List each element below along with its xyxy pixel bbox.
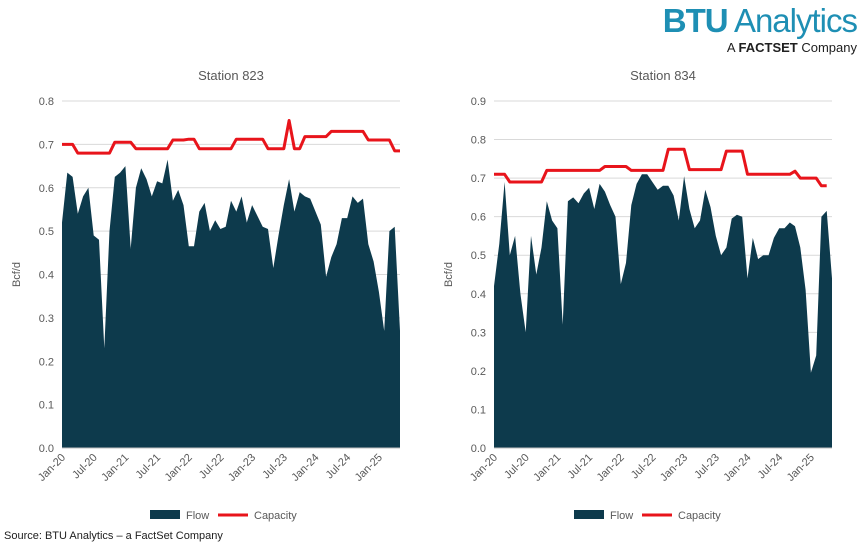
y-tick-label: 0.7 [471, 173, 486, 185]
y-axis-label: Bcf/d [11, 262, 23, 287]
y-tick-label: 0.6 [471, 212, 486, 224]
logo-sub-prefix: A [726, 40, 735, 55]
source-note: Source: BTU Analytics – a FactSet Compan… [4, 530, 223, 542]
legend-label-flow: Flow [186, 510, 209, 522]
x-tick-label: Jan-22 [595, 452, 627, 484]
x-tick-label: Jul-23 [260, 452, 290, 482]
y-tick-label: 0.5 [471, 250, 486, 262]
chart-station-823: Station 823 0.0 0.1 0.2 0.3 0.4 0.5 0.6 0.7 0.8 Bc… [11, 68, 400, 522]
y-tick-label: 0.2 [471, 366, 486, 378]
legend-label-flow: Flow [610, 510, 633, 522]
chart-station-834: Station 834 0.0 0.1 0.2 0.3 0.4 0.5 0.6 0.7 0.8 0.… [443, 68, 832, 522]
x-tick-label: Jul-23 [692, 452, 722, 482]
x-tick-label: Jul-24 [756, 452, 786, 482]
x-tick-label: Jul-24 [324, 452, 354, 482]
logo: BTU Analytics A FACTSET Company [662, 2, 858, 56]
x-tick-label: Jul-22 [629, 452, 659, 482]
y-tick-label: 0.1 [39, 400, 54, 412]
y-tick-label: 0.6 [39, 183, 54, 195]
legend-swatch-flow [150, 510, 180, 519]
x-tick-label: Jan-20 [36, 452, 68, 484]
x-tick-label: Jul-21 [134, 452, 164, 482]
y-tick-label: 0.3 [39, 313, 54, 325]
x-tick-label: Jul-22 [197, 452, 227, 482]
x-tick-label: Jan-24 [289, 452, 321, 484]
legend-label-capacity: Capacity [678, 510, 721, 522]
legend-swatch-flow [574, 510, 604, 519]
x-tick-label: Jan-23 [658, 452, 690, 484]
legend-label-capacity: Capacity [254, 510, 297, 522]
y-axis-label: Bcf/d [443, 262, 455, 287]
x-tick-label: Jan-25 [353, 452, 385, 484]
x-tick-label: Jan-22 [163, 452, 195, 484]
x-tick-label: Jul-21 [566, 452, 596, 482]
y-tick-label: 0.8 [39, 96, 54, 108]
y-tick-label: 0.0 [471, 443, 486, 455]
x-tick-label: Jan-23 [226, 452, 258, 484]
x-tick-label: Jan-25 [785, 452, 817, 484]
y-tick-label: 0.4 [39, 270, 54, 282]
y-tick-label: 0.3 [471, 327, 486, 339]
chart-title: Station 823 [198, 68, 264, 83]
logo-sub-company: FACTSET [738, 40, 798, 55]
y-tick-label: 0.0 [39, 443, 54, 455]
flow-area [494, 174, 832, 449]
logo-brand: BTU [662, 2, 729, 39]
y-tick-label: 0.1 [471, 404, 486, 416]
y-tick-label: 0.5 [39, 226, 54, 238]
x-tick-label: Jan-24 [721, 452, 753, 484]
x-tick-label: Jul-20 [502, 452, 532, 482]
y-tick-label: 0.4 [471, 289, 486, 301]
flow-area [62, 159, 400, 448]
logo-word: Analytics [733, 2, 858, 39]
capacity-line [62, 119, 400, 155]
y-tick-label: 0.7 [39, 139, 54, 151]
x-tick-label: Jul-20 [70, 452, 100, 482]
capacity-line [494, 147, 827, 188]
y-tick-label: 0.8 [471, 135, 486, 147]
y-tick-label: 0.2 [39, 356, 54, 368]
x-tick-label: Jan-21 [531, 452, 563, 484]
y-tick-label: 0.9 [471, 96, 486, 108]
logo-sub-suffix: Company [801, 40, 857, 55]
chart-title: Station 834 [630, 68, 696, 83]
x-tick-label: Jan-21 [99, 452, 131, 484]
x-tick-label: Jan-20 [468, 452, 500, 484]
